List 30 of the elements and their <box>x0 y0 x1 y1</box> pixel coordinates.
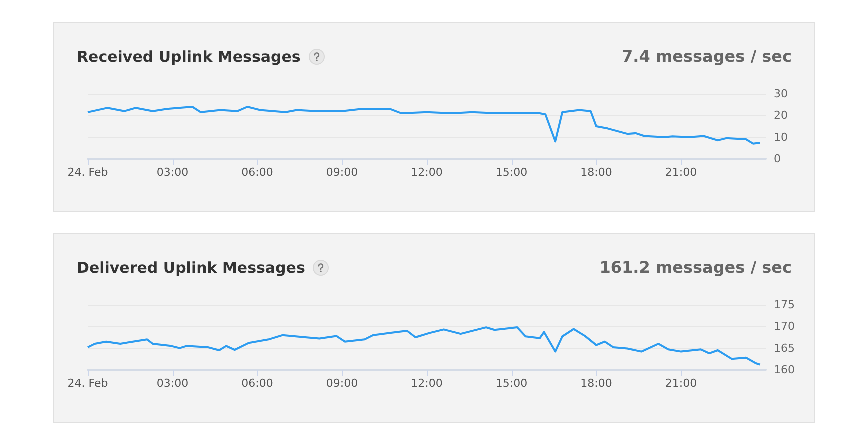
text: 7.4 messages / sec <box>622 47 792 66</box>
x-tick-label: 24. Feb <box>68 166 108 179</box>
x-tick-label: 06:00 <box>242 377 274 390</box>
x-tick-label: 21:00 <box>665 377 698 390</box>
chart-title: Delivered Uplink Messages <box>77 259 306 277</box>
text: 161.2 messages / sec <box>600 258 792 277</box>
x-tick-label: 18:00 <box>580 166 612 179</box>
x-tick-label: 18:00 <box>580 377 612 390</box>
x-tick-label: 09:00 <box>326 166 358 179</box>
y-tick-label: 10 <box>774 130 788 144</box>
y-tick-label: 170 <box>774 320 795 334</box>
y-tick-label: 160 <box>774 364 795 376</box>
x-tick-label: 15:00 <box>496 166 528 179</box>
x-tick-label: 12:00 <box>411 377 443 390</box>
x-tick-label: 09:00 <box>326 377 358 390</box>
y-tick-label: 0 <box>774 152 781 166</box>
chart-title: Received Uplink Messages <box>77 48 301 66</box>
x-tick-label: 12:00 <box>411 166 443 179</box>
line-series <box>87 106 762 145</box>
y-tick-label: 165 <box>774 342 795 355</box>
x-tick-label: 03:00 <box>156 166 189 179</box>
x-tick-label: 24. Feb <box>68 377 108 390</box>
x-tick-label: 15:00 <box>496 377 528 390</box>
y-tick-label: 30 <box>774 88 788 100</box>
x-tick-label: 21:00 <box>665 166 698 179</box>
y-tick-label: 20 <box>774 109 788 122</box>
line-series <box>87 326 762 366</box>
y-tick-label: 175 <box>774 298 795 312</box>
x-tick-label: 06:00 <box>242 166 274 179</box>
x-tick-label: 03:00 <box>156 377 189 390</box>
